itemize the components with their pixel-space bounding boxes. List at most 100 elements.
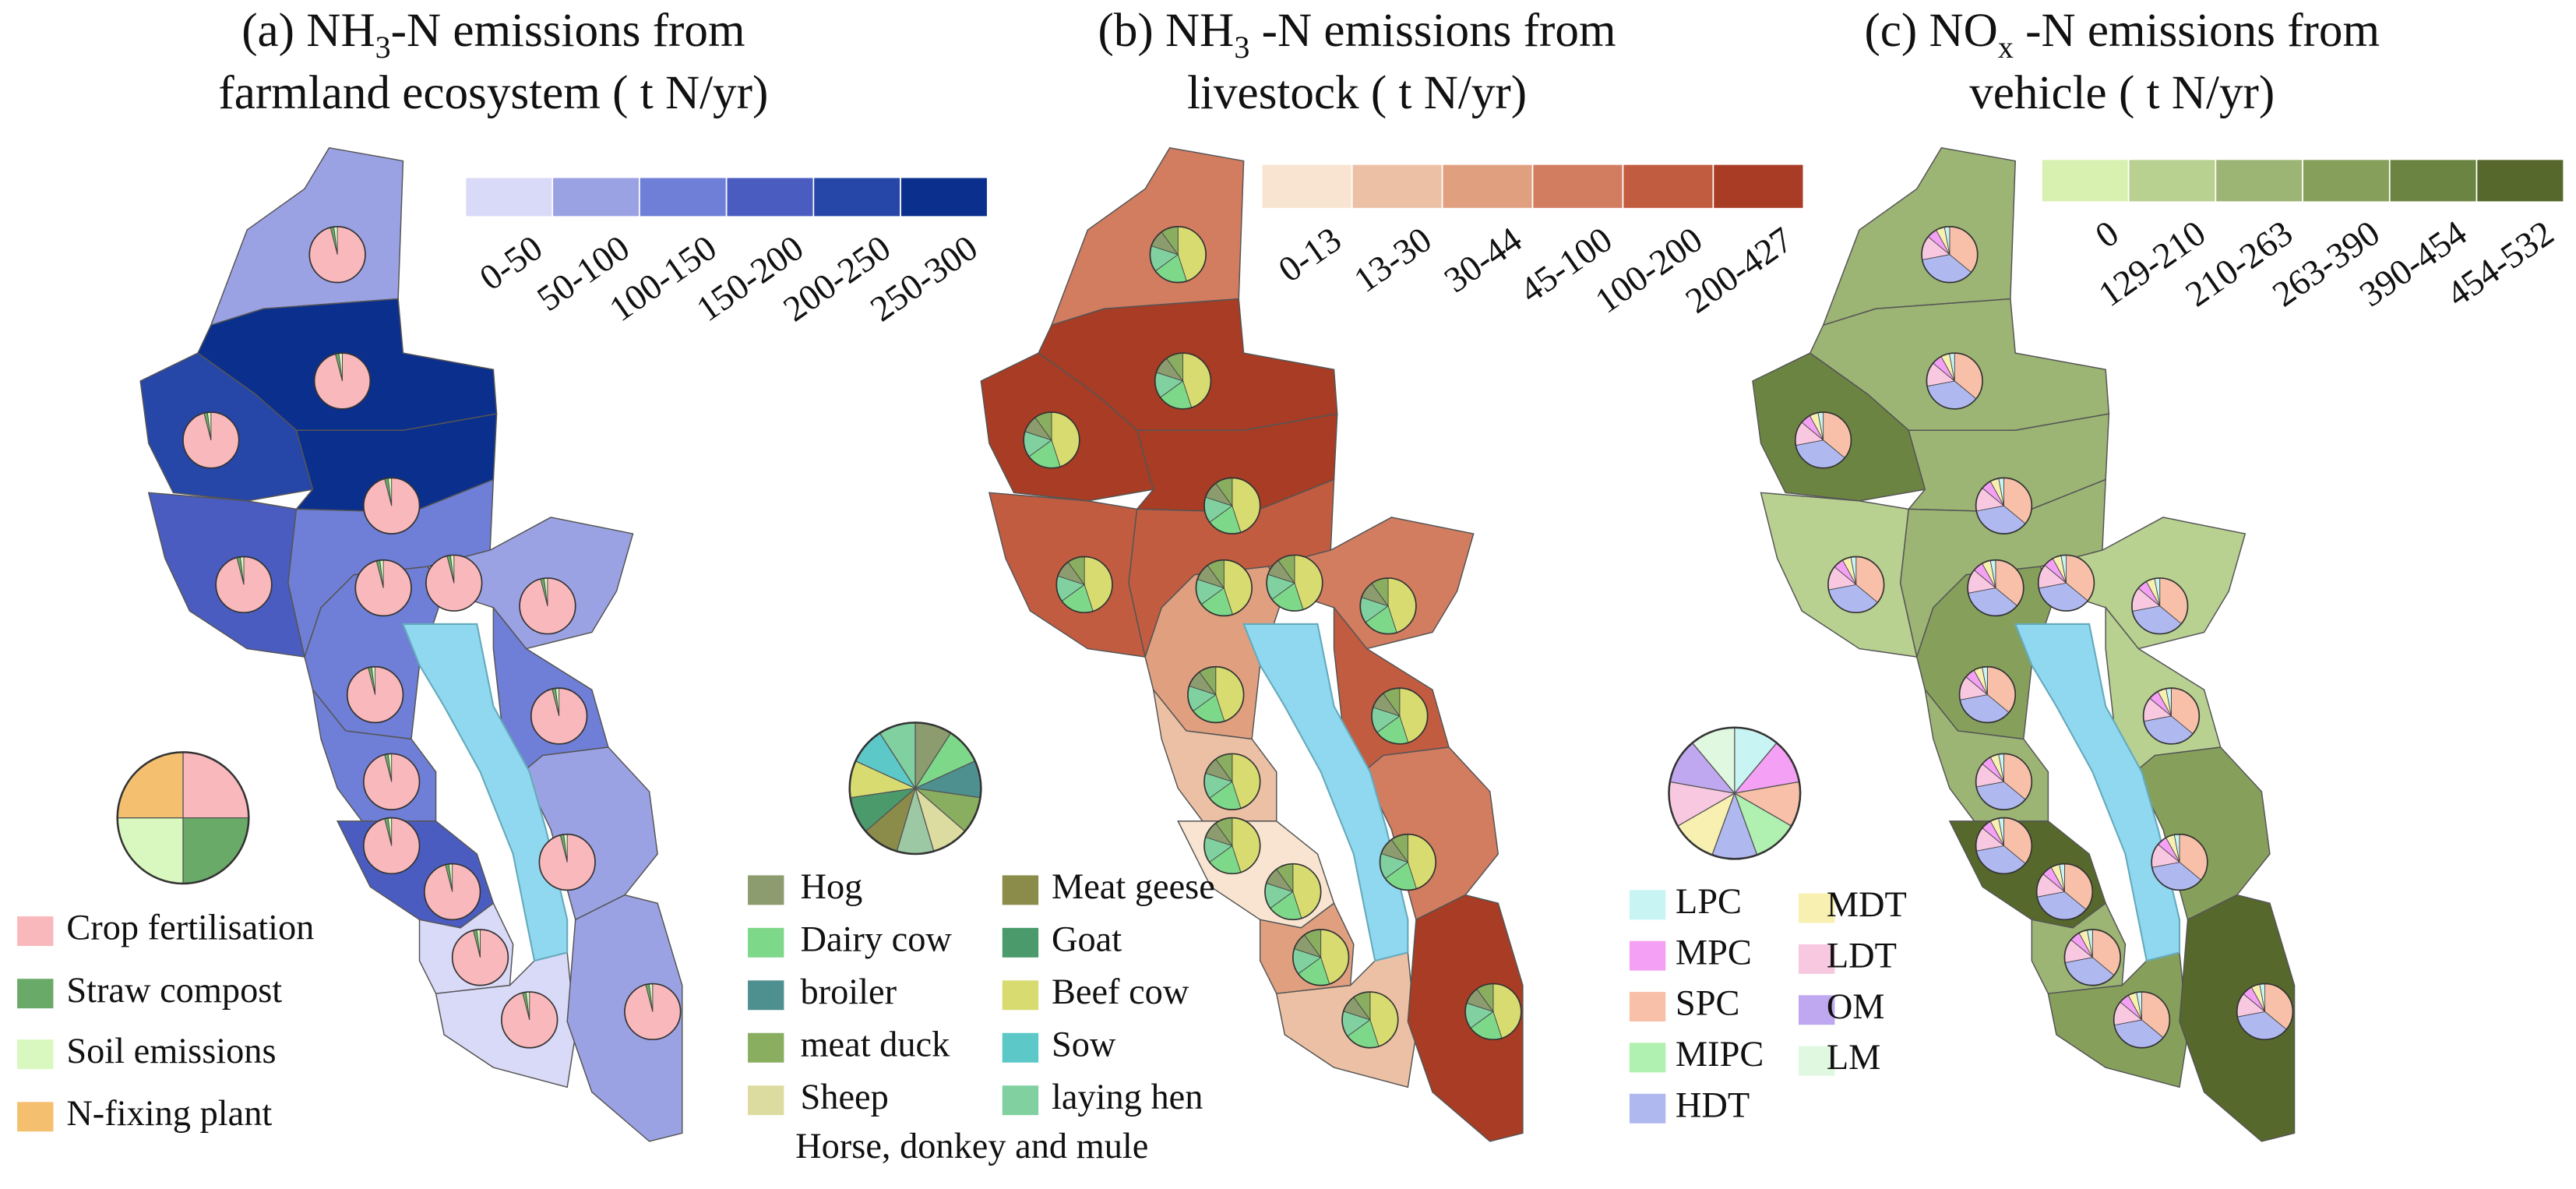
legend-swatch — [1629, 992, 1666, 1022]
pie-outline — [1023, 411, 1080, 469]
pie-outline — [425, 554, 483, 612]
pie-outline — [2142, 687, 2201, 745]
color-legend-box — [464, 176, 554, 218]
map-region — [1822, 146, 2016, 326]
pie-outline — [1967, 559, 2025, 617]
pie-outline — [1203, 817, 1261, 875]
pie-outline — [346, 665, 404, 724]
legend-label: Soil emissions — [66, 1032, 276, 1071]
color-legend-box — [2302, 158, 2391, 203]
color-legend-box — [900, 176, 988, 218]
pie-outline — [538, 833, 596, 891]
legend-swatch — [748, 1085, 784, 1116]
legend-label: Horse, donkey and mule — [795, 1127, 1148, 1166]
legend-swatch — [748, 980, 784, 1011]
legend-label: broiler — [801, 972, 897, 1012]
pie-outline — [308, 226, 366, 284]
legend-swatch — [1799, 1046, 1835, 1076]
legend-label: Hog — [801, 867, 863, 907]
title-part: (a) NH — [241, 5, 375, 57]
pie-outline — [1055, 556, 1113, 614]
color-legend-box — [1351, 163, 1443, 210]
lake — [2014, 623, 2181, 962]
color-legend-box — [2388, 158, 2478, 203]
map-region — [1407, 894, 1524, 1142]
legend-label: Meat geese — [1052, 867, 1215, 907]
pie-outline — [624, 983, 682, 1041]
legend-swatch — [1629, 940, 1666, 971]
legend-label: Beef cow — [1052, 972, 1189, 1012]
pie-outline — [1975, 817, 2033, 875]
pie-outline — [1149, 226, 1207, 284]
color-legend-box — [2215, 158, 2303, 203]
legend-label: meat duck — [801, 1025, 951, 1064]
pie-outline — [2035, 863, 2094, 921]
color-legend-box — [725, 176, 815, 218]
map — [139, 146, 683, 1142]
lake — [1242, 623, 1409, 962]
color-legend-box — [639, 176, 728, 218]
legend-label: Straw compost — [66, 971, 282, 1011]
legend-label: N-fixing plant — [66, 1094, 272, 1134]
panel-title: (c) NOx -N emissions from — [1864, 5, 2380, 65]
color-legend-box — [1441, 163, 1534, 210]
legend-swatch — [748, 1032, 784, 1063]
pie-outline — [1379, 833, 1437, 891]
pie-outline — [1794, 411, 1852, 469]
pie-outline — [2113, 991, 2171, 1049]
legend-swatch — [17, 1039, 54, 1070]
map — [1752, 146, 2296, 1142]
color-legend-box — [812, 176, 901, 218]
color-legend-box — [1622, 163, 1714, 210]
pie-outline — [2037, 554, 2095, 612]
color-legend-label: 0-13 — [1272, 220, 1349, 291]
color-legend-box — [1712, 163, 1805, 210]
legend-swatch — [1629, 890, 1666, 920]
lake — [401, 623, 569, 962]
legend-label: HDT — [1676, 1085, 1750, 1125]
pie-outline — [1921, 226, 1979, 284]
legend-swatch — [1799, 893, 1835, 923]
legend-swatch — [1002, 1032, 1039, 1063]
title-part: (c) NO — [1864, 5, 1997, 57]
pie-outline — [423, 863, 481, 921]
pie-outline — [519, 577, 576, 635]
pie-outline — [1975, 477, 2033, 535]
legend-label: MIPC — [1676, 1035, 1764, 1074]
pie-outline — [354, 559, 412, 617]
color-legend-label: 30-44 — [1437, 220, 1529, 301]
pie-outline — [1827, 556, 1885, 614]
legend-pie-outline — [1668, 726, 1802, 860]
legend-swatch — [1629, 1043, 1666, 1073]
map-region — [1050, 146, 1245, 326]
color-legend-box — [2041, 158, 2130, 203]
legend-swatch — [748, 927, 784, 958]
map-region — [2179, 894, 2296, 1142]
legend-pie-outline — [116, 751, 250, 885]
legend-label: OM — [1827, 987, 1885, 1027]
pie-outline — [1264, 863, 1322, 921]
pie-outline — [451, 929, 509, 986]
legend-label: SPC — [1676, 984, 1740, 1024]
legend-pie-outline — [848, 722, 982, 856]
legend-swatch — [17, 979, 54, 1009]
pie-outline — [1359, 577, 1417, 635]
panel-title: livestock ( t N/yr) — [1187, 67, 1527, 119]
pie-outline — [1464, 983, 1522, 1041]
pie-outline — [1187, 665, 1245, 724]
pie-outline — [2236, 983, 2294, 1041]
color-legend-box — [1531, 163, 1624, 210]
panel-title: vehicle ( t N/yr) — [1969, 67, 2275, 119]
legend-swatch — [17, 916, 54, 947]
map-region — [210, 146, 404, 326]
color-legend-label: 0 — [2088, 213, 2126, 256]
title-sub: 3 — [1234, 30, 1249, 65]
pie-outline — [1341, 991, 1399, 1049]
panel-title: (a) NH3-N emissions from — [241, 5, 745, 65]
pie-outline — [363, 753, 421, 810]
pie-outline — [313, 352, 372, 410]
map — [980, 146, 1524, 1142]
pie-outline — [1203, 753, 1261, 810]
